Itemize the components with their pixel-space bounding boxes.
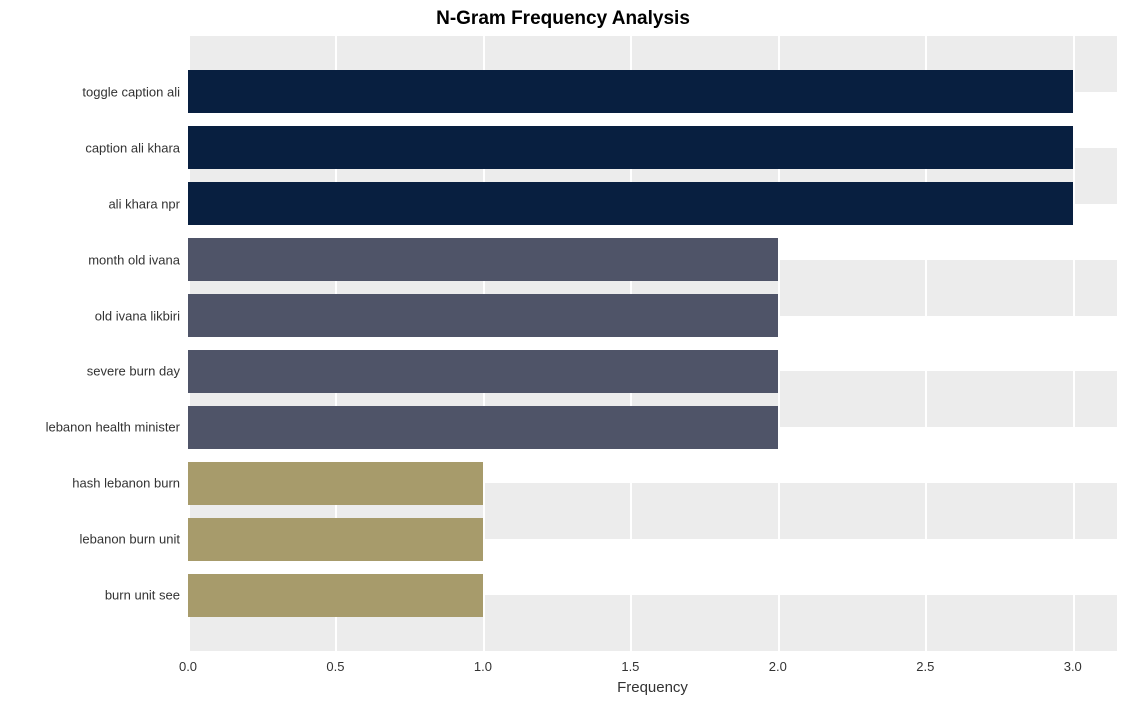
x-tick-label: 1.5 [621, 659, 639, 674]
bar [188, 462, 483, 505]
x-tick-label: 0.0 [179, 659, 197, 674]
x-tick-label: 0.5 [326, 659, 344, 674]
bar [188, 406, 778, 449]
x-tick-label: 2.5 [916, 659, 934, 674]
grid-vline [1073, 36, 1075, 651]
plot-area [188, 36, 1117, 651]
y-tick-label: severe burn day [0, 364, 180, 379]
x-tick-label: 1.0 [474, 659, 492, 674]
bar [188, 574, 483, 617]
bar [188, 126, 1073, 169]
y-tick-label: lebanon burn unit [0, 532, 180, 547]
bar [188, 238, 778, 281]
bar [188, 294, 778, 337]
y-tick-label: hash lebanon burn [0, 476, 180, 491]
y-tick-label: caption ali khara [0, 140, 180, 155]
chart-title: N-Gram Frequency Analysis [0, 8, 1126, 30]
bar [188, 182, 1073, 225]
y-tick-label: old ivana likbiri [0, 308, 180, 323]
y-tick-label: burn unit see [0, 588, 180, 603]
y-tick-label: toggle caption ali [0, 84, 180, 99]
x-tick-label: 2.0 [769, 659, 787, 674]
x-axis-label: Frequency [188, 679, 1117, 696]
ngram-frequency-chart: N-Gram Frequency Analysis Frequency togg… [0, 0, 1126, 701]
y-tick-label: ali khara npr [0, 196, 180, 211]
bar [188, 70, 1073, 113]
y-tick-label: lebanon health minister [0, 420, 180, 435]
bar [188, 518, 483, 561]
bar [188, 350, 778, 393]
x-tick-label: 3.0 [1064, 659, 1082, 674]
y-tick-label: month old ivana [0, 252, 180, 267]
